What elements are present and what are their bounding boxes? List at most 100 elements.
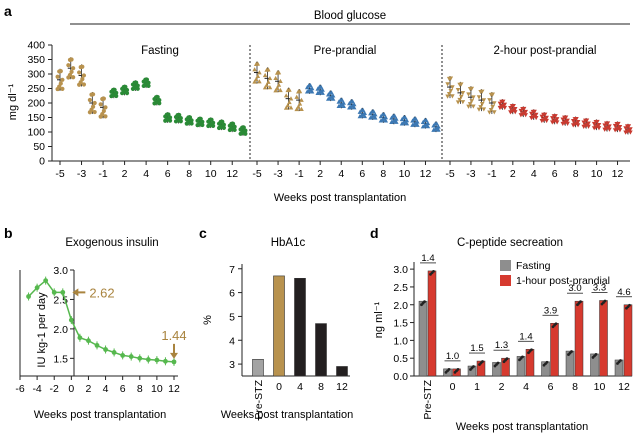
data-point xyxy=(479,102,485,107)
panel-b-xtick-label: -2 xyxy=(50,383,59,395)
data-point xyxy=(255,73,261,79)
data-point xyxy=(372,115,378,120)
data-point xyxy=(446,92,452,97)
cpeptide-postprandial-bar xyxy=(574,300,584,377)
panel-c-xtick-label: 0 xyxy=(276,381,282,393)
data-point xyxy=(257,79,262,84)
ratio-label: 1.4 xyxy=(519,331,532,342)
data-point xyxy=(221,125,226,131)
cpeptide-fasting-dot xyxy=(423,300,426,304)
panel-d-xlabel: Weeks post transplantation xyxy=(456,421,588,433)
panel-b-xtick-label: -6 xyxy=(15,383,24,395)
panel-d-ylabel: ng ml⁻¹ xyxy=(373,301,385,338)
ratio-label: 1.3 xyxy=(495,340,508,351)
panel-a-xtick-label: 8 xyxy=(186,168,192,180)
panel-a-xtick-label: -3 xyxy=(77,168,86,180)
panel-c-ytick-label: 3 xyxy=(229,359,235,371)
data-point xyxy=(112,87,117,92)
insulin-point xyxy=(128,354,134,359)
hba1c-bar xyxy=(252,359,264,377)
data-point xyxy=(296,104,301,109)
data-point xyxy=(523,113,528,118)
data-point xyxy=(372,112,378,117)
panel-c-ytick-label: 7 xyxy=(229,264,235,276)
data-point xyxy=(155,94,160,100)
panel-c-ytick-label: 5 xyxy=(229,311,235,323)
panel-d-title: C-peptide secreation xyxy=(457,237,563,249)
panel-d-xtick-label: 12 xyxy=(618,381,630,393)
data-point xyxy=(383,115,389,120)
panel-a-xtick-label: -1 xyxy=(294,168,303,180)
panel-a-xtick-label: 4 xyxy=(143,168,149,180)
legend-fasting-swatch xyxy=(500,260,511,271)
cpeptide-fasting-bar xyxy=(467,365,477,377)
panel-b-xtick-label: 2 xyxy=(86,383,92,395)
data-point xyxy=(287,87,292,92)
data-point xyxy=(144,77,150,82)
panel-d-xtick-label: 10 xyxy=(594,381,606,393)
cpeptide-fasting-bar xyxy=(516,356,526,377)
panel-d-ytick-label: 0.5 xyxy=(393,353,408,365)
data-point xyxy=(297,101,303,106)
data-point xyxy=(586,121,591,126)
data-point xyxy=(90,104,96,109)
data-point xyxy=(299,97,304,102)
data-point xyxy=(80,64,85,69)
cpeptide-postprandial-bar xyxy=(501,357,510,377)
data-point xyxy=(320,87,325,92)
data-point xyxy=(92,100,97,106)
cpeptide-postprandial-bar xyxy=(427,270,437,377)
annotation-label-1: 2.62 xyxy=(89,285,114,300)
data-point xyxy=(257,70,262,75)
data-point xyxy=(490,92,495,97)
data-point xyxy=(297,89,303,94)
data-point xyxy=(544,115,549,120)
data-point xyxy=(466,104,471,109)
data-point xyxy=(77,70,82,75)
data-point xyxy=(252,79,257,84)
data-point xyxy=(458,94,464,99)
data-point xyxy=(565,118,570,123)
panel-d-ytick-label: 1.5 xyxy=(393,318,408,330)
data-point xyxy=(178,119,183,124)
panel-a-xtick-label: 6 xyxy=(165,168,171,180)
insulin-point xyxy=(26,294,31,299)
data-point xyxy=(533,112,539,117)
cpeptide-postprandial-bar xyxy=(623,304,633,377)
cpeptide-fasting-dot xyxy=(570,350,573,353)
data-point xyxy=(276,82,282,87)
data-point xyxy=(232,127,237,133)
data-point xyxy=(341,103,346,108)
data-point xyxy=(511,103,516,109)
data-point xyxy=(330,96,336,101)
panel-d-xtick-label: 6 xyxy=(548,381,554,393)
data-point xyxy=(309,89,315,94)
cpeptide-fasting-dot xyxy=(619,359,622,362)
panel-d-ytick-label: 0.0 xyxy=(393,371,408,383)
data-point xyxy=(80,77,85,82)
data-point xyxy=(276,70,282,75)
data-point xyxy=(189,121,194,126)
cpeptide-postprandial-bar xyxy=(476,360,486,377)
data-point xyxy=(66,63,71,68)
data-point xyxy=(523,109,528,115)
panel-a-xtick-label: 10 xyxy=(205,168,217,180)
data-point xyxy=(575,123,581,128)
data-point xyxy=(103,114,108,119)
panel-d-ytick-label: 1.0 xyxy=(393,335,408,347)
data-point xyxy=(350,99,355,104)
insulin-point xyxy=(60,289,66,295)
cpeptide-fasting-bar xyxy=(541,361,550,377)
data-point xyxy=(448,88,454,94)
cpeptide-postprandial-bar xyxy=(550,323,559,377)
cpeptide-fasting-dot xyxy=(472,365,475,368)
data-point xyxy=(434,121,440,126)
panel-b-xtick-label: 6 xyxy=(120,383,126,395)
panel-a-ytick-label: 100 xyxy=(27,127,45,139)
data-point xyxy=(393,119,399,124)
annotation-arrowhead-2 xyxy=(170,352,178,359)
data-point xyxy=(318,84,324,89)
cpeptide-fasting-bar xyxy=(614,359,624,377)
insulin-point xyxy=(34,285,40,291)
cpeptide-postprandial-dot xyxy=(603,299,607,303)
